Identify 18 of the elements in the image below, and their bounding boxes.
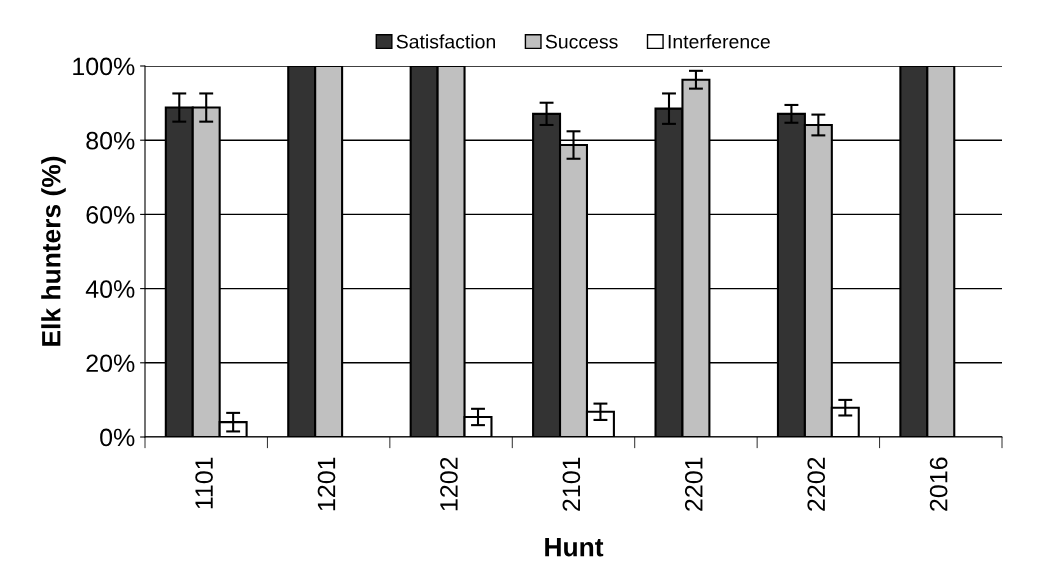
x-tick-label: 1202	[440, 457, 458, 511]
x-tick-label: 1101	[195, 457, 213, 509]
x-tick-label: 1201	[317, 457, 336, 511]
legend-label: Success	[545, 34, 618, 49]
y-tick-label: 0%	[100, 428, 135, 447]
y-axis-title: Elk hunters (%)	[41, 156, 66, 346]
y-tick-label: 80%	[86, 131, 135, 150]
x-tick-label: 2101	[562, 457, 581, 511]
y-tick-label: 60%	[86, 206, 135, 224]
legend-label: Satisfaction	[396, 34, 495, 49]
x-axis-title: Hunt	[545, 538, 604, 557]
x-tick-label: 2202	[807, 457, 826, 511]
x-tick-label: 2016	[929, 457, 948, 511]
legend-label: Interference	[668, 34, 770, 49]
y-tick-label: 20%	[86, 354, 135, 373]
y-tick-label: 40%	[85, 280, 135, 298]
x-tick-label: 2201	[684, 457, 703, 511]
y-tick-label: 100%	[73, 57, 135, 76]
